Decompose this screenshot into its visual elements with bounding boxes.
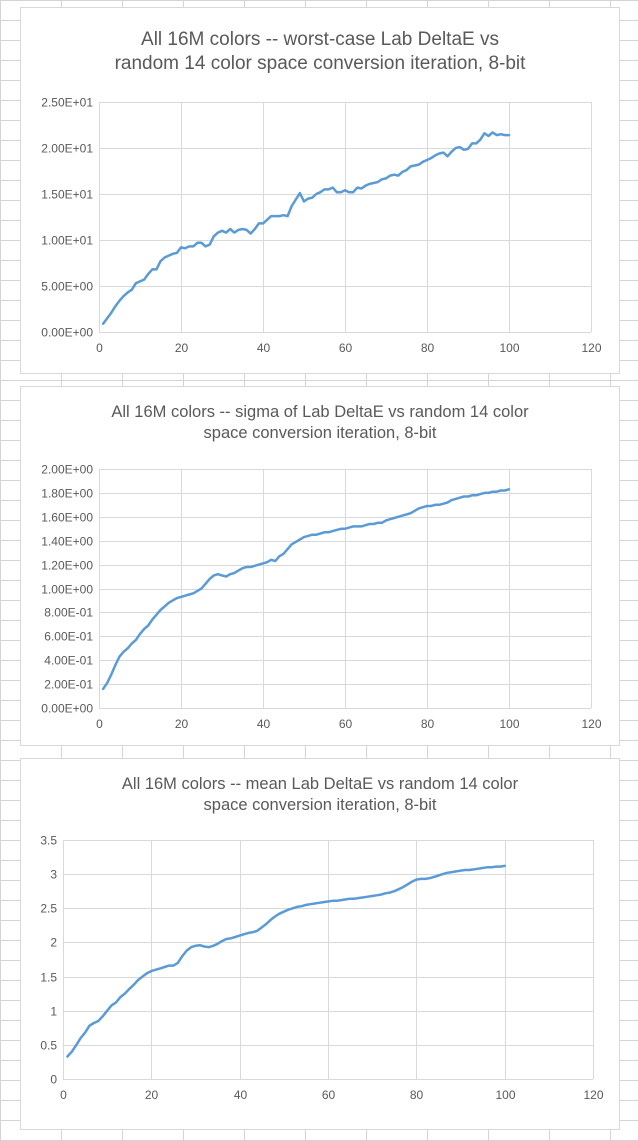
chart-title: All 16M colors -- sigma of Lab DeltaE vs… [21, 402, 619, 443]
y-tick-label: 4.00E-01 [44, 654, 93, 668]
y-tick-label: 2 [50, 936, 57, 950]
x-tick-label: 60 [339, 341, 353, 355]
chart-worst-case-deltae[interactable]: All 16M colors -- worst-case Lab DeltaE … [20, 7, 620, 374]
x-tick-label: 20 [175, 717, 189, 731]
chart-title-line-2: random 14 color space conversion iterati… [114, 52, 526, 74]
series-line [66, 864, 506, 1058]
gridlines [63, 840, 594, 1080]
y-tick-label: 1.00E+01 [41, 234, 93, 248]
y-tick-label: 2.00E+00 [41, 463, 93, 477]
x-tick-label: 40 [234, 1088, 248, 1102]
x-tick-label: 60 [322, 1088, 336, 1102]
y-tick-label: 6.00E-01 [44, 630, 93, 644]
x-tick-label: 0 [96, 717, 103, 731]
chart-title-line-2: space conversion iteration, 8-bit [203, 795, 437, 814]
chart-title-line-1: All 16M colors -- sigma of Lab DeltaE vs… [111, 403, 529, 421]
gridlines [99, 469, 592, 709]
y-tick-label: 0.5 [40, 1039, 57, 1053]
x-tick-label: 40 [257, 717, 271, 731]
y-tick-label: 1.50E+01 [41, 188, 93, 202]
gridlines [99, 102, 592, 333]
data-points [103, 489, 510, 689]
y-tick-label: 1.60E+00 [41, 511, 93, 525]
y-tick-label: 0.00E+00 [41, 702, 93, 716]
y-tick-label: 2.5 [40, 902, 57, 916]
x-tick-label: 100 [499, 717, 519, 731]
y-tick-label: 1 [50, 1005, 57, 1019]
x-tick-label: 80 [410, 1088, 424, 1102]
x-tick-label: 120 [581, 717, 601, 731]
x-tick-label: 100 [495, 1088, 515, 1102]
y-tick-label: 2.50E+01 [41, 96, 93, 110]
x-tick-label: 120 [581, 341, 601, 355]
x-tick-label: 60 [339, 717, 353, 731]
y-tick-label: 1.20E+00 [41, 559, 93, 573]
y-tick-label: 3 [50, 868, 57, 882]
x-tick-label: 0 [60, 1088, 67, 1102]
y-tick-label: 3.5 [40, 834, 57, 848]
y-tick-label: 0 [50, 1073, 57, 1087]
y-tick-label: 1.5 [40, 971, 57, 985]
plot-area: 0.00E+00 5.00E+00 1.00E+01 1.50E+01 2.00E+01… [41, 96, 602, 356]
x-tick-label: 40 [257, 341, 271, 355]
plot-area: 0 0.5 1 1.5 2 2.5 3 3.5 0 20 40 60 80 100 120 [40, 834, 604, 1103]
chart-title: All 16M colors -- worst-case Lab DeltaE … [21, 28, 619, 76]
x-tick-label: 80 [421, 341, 435, 355]
data-points [67, 865, 505, 1057]
chart-title-line-1: All 16M colors -- mean Lab DeltaE vs ran… [121, 775, 519, 793]
y-tick-label: 1.40E+00 [41, 535, 93, 549]
data-points [103, 132, 510, 324]
x-tick-label: 20 [145, 1088, 159, 1102]
chart-title: All 16M colors -- mean Lab DeltaE vs ran… [21, 774, 619, 815]
y-tick-label: 8.00E-01 [44, 606, 93, 620]
chart-title-line-1: All 16M colors -- worst-case Lab DeltaE … [141, 29, 499, 50]
x-tick-label: 0 [96, 341, 103, 355]
y-tick-label: 0.00E+00 [41, 326, 93, 340]
x-tick-label: 80 [421, 717, 435, 731]
y-tick-label: 1.00E+00 [41, 583, 93, 597]
x-tick-label: 120 [583, 1088, 603, 1102]
y-tick-label: 5.00E+00 [41, 280, 93, 294]
series-line [101, 488, 511, 691]
chart-mean-deltae[interactable]: All 16M colors -- mean Lab DeltaE vs ran… [20, 758, 620, 1130]
series-line [101, 131, 511, 325]
y-tick-label: 2.00E-01 [44, 678, 93, 692]
x-tick-label: 100 [499, 341, 519, 355]
x-tick-label: 20 [175, 341, 189, 355]
chart-title-line-2: space conversion iteration, 8-bit [203, 423, 437, 442]
chart-sigma-deltae[interactable]: All 16M colors -- sigma of Lab DeltaE vs… [20, 386, 620, 746]
y-tick-label: 1.80E+00 [41, 487, 93, 501]
plot-area: 0.00E+00 2.00E-01 4.00E-01 6.00E-01 8.00E-01… [41, 463, 602, 732]
y-tick-label: 2.00E+01 [41, 142, 93, 156]
